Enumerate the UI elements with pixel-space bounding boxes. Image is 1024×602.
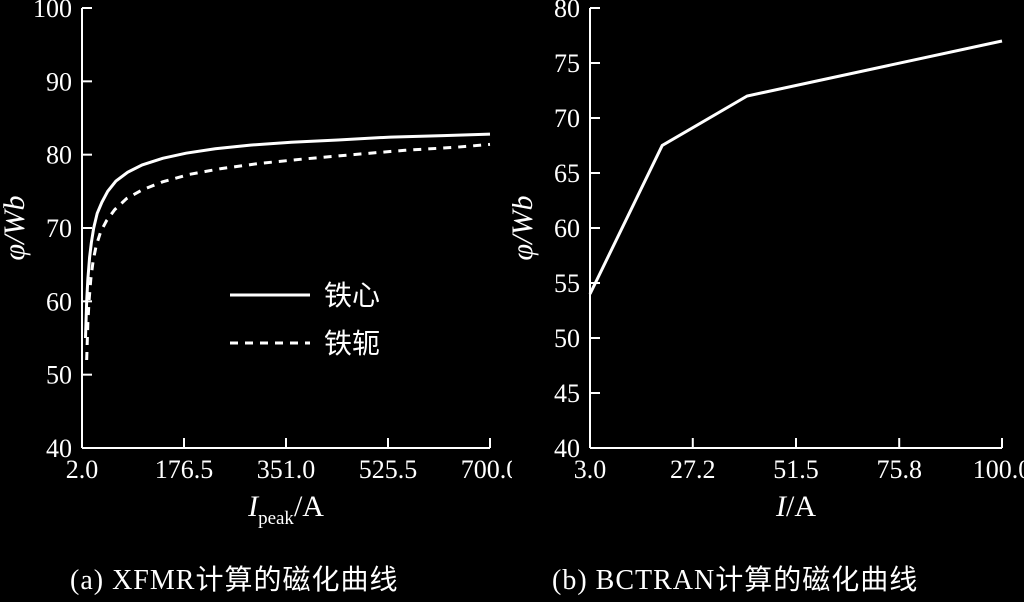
xtick-label: 2.0 [66,455,99,484]
charts-container: 4050607080901002.0176.5351.0525.5700.0φ/… [0,0,1024,602]
ytick-label: 60 [554,214,580,243]
series-line [87,144,490,360]
xtick-label: 100.0 [973,455,1024,484]
xtick-label: 176.5 [155,455,214,484]
chart-panel-b: 4045505560657075803.027.251.575.8100.0φ/… [512,0,1024,602]
series-line [590,41,1002,294]
xtick-label: 51.5 [773,455,819,484]
ytick-label: 75 [554,49,580,78]
ytick-label: 100 [33,0,72,23]
legend-label: 铁心 [324,280,380,312]
xtick-label: 3.0 [574,455,607,484]
chart-b-svg: 4045505560657075803.027.251.575.8100.0φ/… [512,0,1024,560]
ytick-label: 80 [554,0,580,23]
ytick-label: 55 [554,269,580,298]
x-axis-label: I/A [775,490,816,523]
y-axis-label: φ/Wb [0,196,31,261]
xtick-label: 27.2 [670,455,716,484]
x-axis-label: Ipeak/A [247,490,324,529]
legend-label: 铁轭 [324,328,380,360]
ytick-label: 50 [46,361,72,390]
chart-panel-a: 4050607080901002.0176.5351.0525.5700.0φ/… [0,0,512,602]
xtick-label: 700.0 [461,455,512,484]
ytick-label: 50 [554,324,580,353]
chart-a-caption: (a) XFMR计算的磁化曲线 [70,558,398,598]
xtick-label: 525.5 [359,455,418,484]
ytick-label: 80 [46,141,72,170]
chart-b-caption: (b) BCTRAN计算的磁化曲线 [552,558,918,598]
ytick-label: 45 [554,379,580,408]
ytick-label: 90 [46,67,72,96]
series-line [86,134,490,338]
y-axis-label: φ/Wb [512,196,539,261]
ytick-label: 65 [554,159,580,188]
ytick-label: 70 [46,214,72,243]
ytick-label: 60 [46,287,72,316]
xtick-label: 351.0 [257,455,316,484]
ytick-label: 70 [554,104,580,133]
chart-a-svg: 4050607080901002.0176.5351.0525.5700.0φ/… [0,0,512,560]
xtick-label: 75.8 [876,455,922,484]
